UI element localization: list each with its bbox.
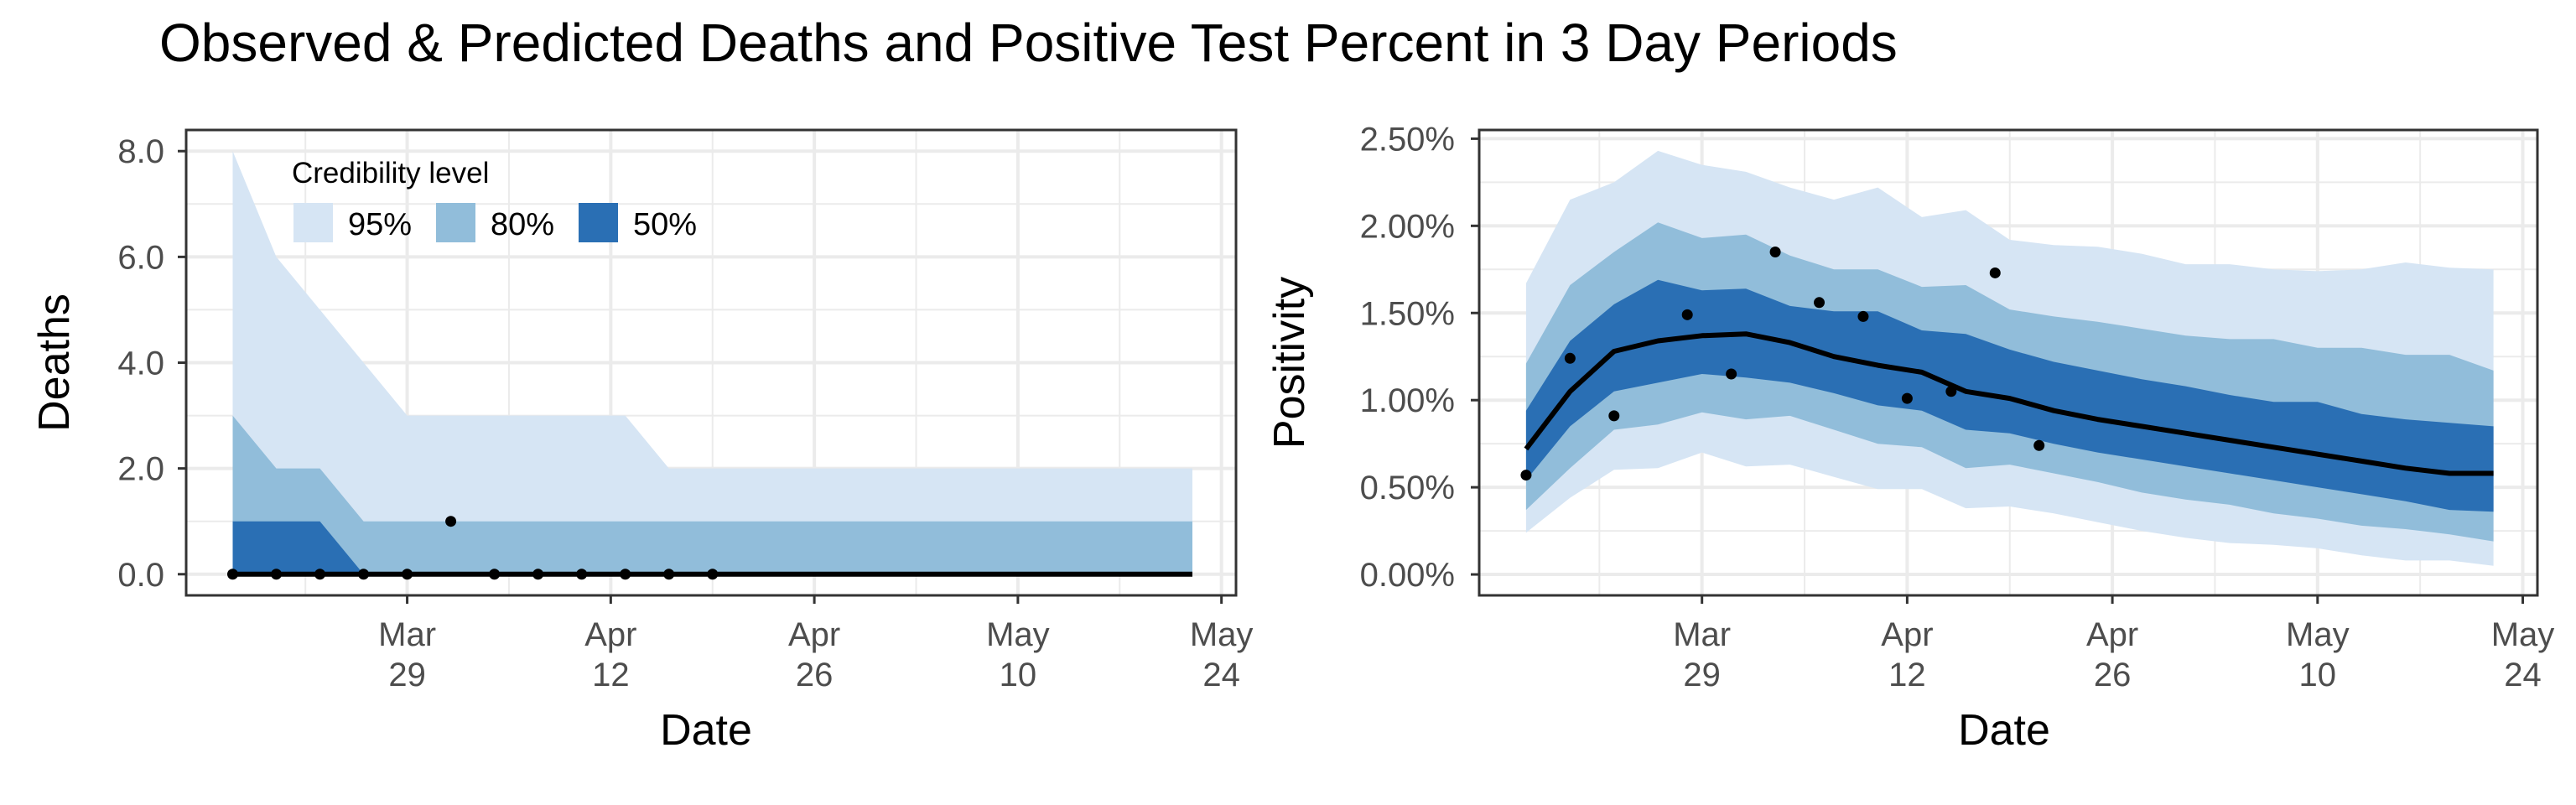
legend-label-95: 95% <box>348 207 412 242</box>
positivity-observed-point <box>1857 310 1869 322</box>
deaths-y-tick-label: 2.0 <box>117 451 164 488</box>
positivity-x-tick-label: May 24 <box>2491 616 2555 693</box>
deaths-band-80 <box>232 415 1192 574</box>
positivity-panel: 0.00% 0.50% 1.00% 1.50% 2.00% 2.50% Mar 29 Apr 12… <box>1265 121 2554 755</box>
deaths-y-axis-title: Deaths <box>30 293 79 432</box>
positivity-y-tick-label: 0.50% <box>1360 470 1455 506</box>
positivity-observed-point <box>1520 470 1532 481</box>
chart-title: Observed & Predicted Deaths and Positive… <box>159 13 1898 73</box>
deaths-observed-point <box>576 569 588 580</box>
deaths-x-tick-label: Mar 29 <box>378 616 436 693</box>
deaths-x-tick-label: May 24 <box>1190 616 1254 693</box>
deaths-observed-point <box>402 569 413 580</box>
deaths-x-tick-label: Apr 26 <box>788 616 840 693</box>
positivity-observed-point <box>2033 439 2045 451</box>
deaths-observed-point <box>358 569 370 580</box>
positivity-y-tick-label: 2.50% <box>1360 121 1455 158</box>
deaths-y-tick-label: 8.0 <box>117 133 164 170</box>
deaths-observed-point <box>489 569 501 580</box>
positivity-x-tick-label: Apr 12 <box>1881 616 1933 693</box>
positivity-observed-point <box>1608 410 1620 422</box>
positivity-x-tick-label: Mar 29 <box>1673 616 1731 693</box>
legend-label-50: 50% <box>633 207 697 242</box>
positivity-x-tick-label: Apr 26 <box>2086 616 2138 693</box>
legend-swatch-95 <box>293 203 333 242</box>
deaths-y-tick-label: 4.0 <box>117 345 164 382</box>
positivity-observed-point <box>1681 309 1693 320</box>
positivity-observed-point <box>1726 368 1737 380</box>
deaths-band-50 <box>232 521 1192 574</box>
positivity-observed-point <box>1769 247 1781 258</box>
positivity-observed-point <box>1901 392 1913 404</box>
deaths-observed-point <box>445 516 457 527</box>
deaths-observed-point <box>271 569 283 580</box>
deaths-x-tick-label: Apr 12 <box>584 616 636 693</box>
positivity-x-tick-label: May 10 <box>2286 616 2350 693</box>
positivity-observed-point <box>1945 386 1957 397</box>
credibility-legend: Credibility level 95% 80% 50% <box>292 157 697 242</box>
deaths-observed-point <box>663 569 675 580</box>
positivity-median-line <box>1524 331 2494 476</box>
legend-title: Credibility level <box>292 157 489 190</box>
positivity-y-tick-label: 1.00% <box>1360 382 1455 419</box>
deaths-observed-point <box>314 569 326 580</box>
deaths-x-tick-label: May 10 <box>986 616 1050 693</box>
deaths-x-axis-title: Date <box>660 706 752 755</box>
positivity-observed-point <box>1989 267 2001 278</box>
deaths-panel: 0.0 2.0 4.0 6.0 8.0 Mar 29 Apr 12 Apr 26 May 10 May 24… <box>30 128 1254 755</box>
legend-swatch-80 <box>436 203 475 242</box>
deaths-observed-point <box>620 569 631 580</box>
legend-label-80: 80% <box>491 207 554 242</box>
deaths-band-95 <box>232 151 1192 574</box>
deaths-observed-point <box>532 569 544 580</box>
deaths-observed-point <box>226 569 238 580</box>
positivity-y-tick-label: 2.00% <box>1360 208 1455 245</box>
deaths-observed-point <box>707 569 719 580</box>
positivity-observed-point <box>1814 297 1826 309</box>
positivity-x-axis-title: Date <box>1958 706 2050 755</box>
positivity-y-tick-label: 1.50% <box>1360 295 1455 332</box>
positivity-y-tick-label: 0.00% <box>1360 557 1455 594</box>
deaths-y-tick-label: 6.0 <box>117 239 164 276</box>
positivity-observed-point <box>1564 352 1576 364</box>
positivity-y-axis-title: Positivity <box>1265 277 1314 449</box>
legend-swatch-50 <box>579 203 618 242</box>
positivity-panel-border <box>1478 128 2539 597</box>
deaths-y-tick-label: 0.0 <box>117 557 164 594</box>
